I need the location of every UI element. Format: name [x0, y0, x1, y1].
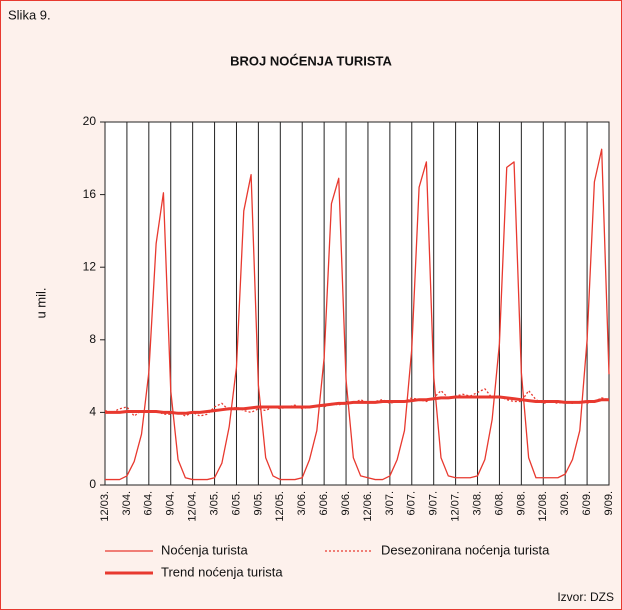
x-tick-label: 12/04.	[187, 491, 199, 522]
legend-label: Noćenja turista	[161, 542, 248, 557]
x-tick-label: 6/09.	[581, 491, 593, 515]
x-tick-label: 9/08.	[515, 491, 527, 515]
chart-title: BROJ NOĆENJA TURISTA	[230, 53, 392, 68]
x-tick-label: 6/05.	[230, 491, 242, 515]
x-tick-label: 3/04.	[121, 491, 133, 515]
x-tick-label: 9/05.	[252, 491, 264, 515]
x-tick-label: 6/08.	[493, 491, 505, 515]
plot-area	[105, 122, 609, 485]
x-tick-label: 12/06.	[362, 491, 374, 522]
legend-label: Trend noćenja turista	[161, 564, 283, 579]
series-line	[104, 388, 610, 417]
x-tick-label: 9/07.	[428, 491, 440, 515]
x-tick-label: 3/09.	[559, 491, 571, 515]
x-tick-label: 6/06.	[318, 491, 330, 515]
legend-label: Desezonirana noćenja turista	[381, 542, 550, 557]
x-tick-label: 3/06.	[296, 491, 308, 515]
figure-label: Slika 9.	[8, 7, 51, 22]
y-tick-label: 12	[83, 259, 97, 273]
series-line	[105, 148, 610, 481]
y-tick-label: 20	[83, 114, 97, 128]
x-tick-label: 12/08.	[537, 491, 549, 522]
x-tick-label: 6/04.	[143, 491, 155, 515]
x-tick-label: 9/04.	[165, 491, 177, 515]
x-tick-label: 3/08.	[471, 491, 483, 515]
x-tick-label: 12/07.	[450, 491, 462, 522]
x-tick-label: 9/06.	[340, 491, 352, 515]
x-tick-label: 3/07.	[384, 491, 396, 515]
y-tick-label: 0	[89, 477, 96, 491]
y-tick-label: 8	[89, 332, 96, 346]
source: Izvor: DZS	[557, 590, 614, 604]
series-line	[105, 395, 609, 415]
x-tick-label: 3/05.	[208, 491, 220, 515]
x-tick-label: 12/05.	[274, 491, 286, 522]
x-tick-label: 9/09.	[603, 491, 615, 515]
plot-border	[104, 121, 610, 486]
x-tick-label: 12/03.	[99, 491, 111, 522]
y-tick-label: 4	[89, 405, 96, 419]
x-tick-label: 6/07.	[406, 491, 418, 515]
y-tick-label: 16	[83, 187, 97, 201]
y-axis-label: u mil.	[33, 287, 48, 318]
